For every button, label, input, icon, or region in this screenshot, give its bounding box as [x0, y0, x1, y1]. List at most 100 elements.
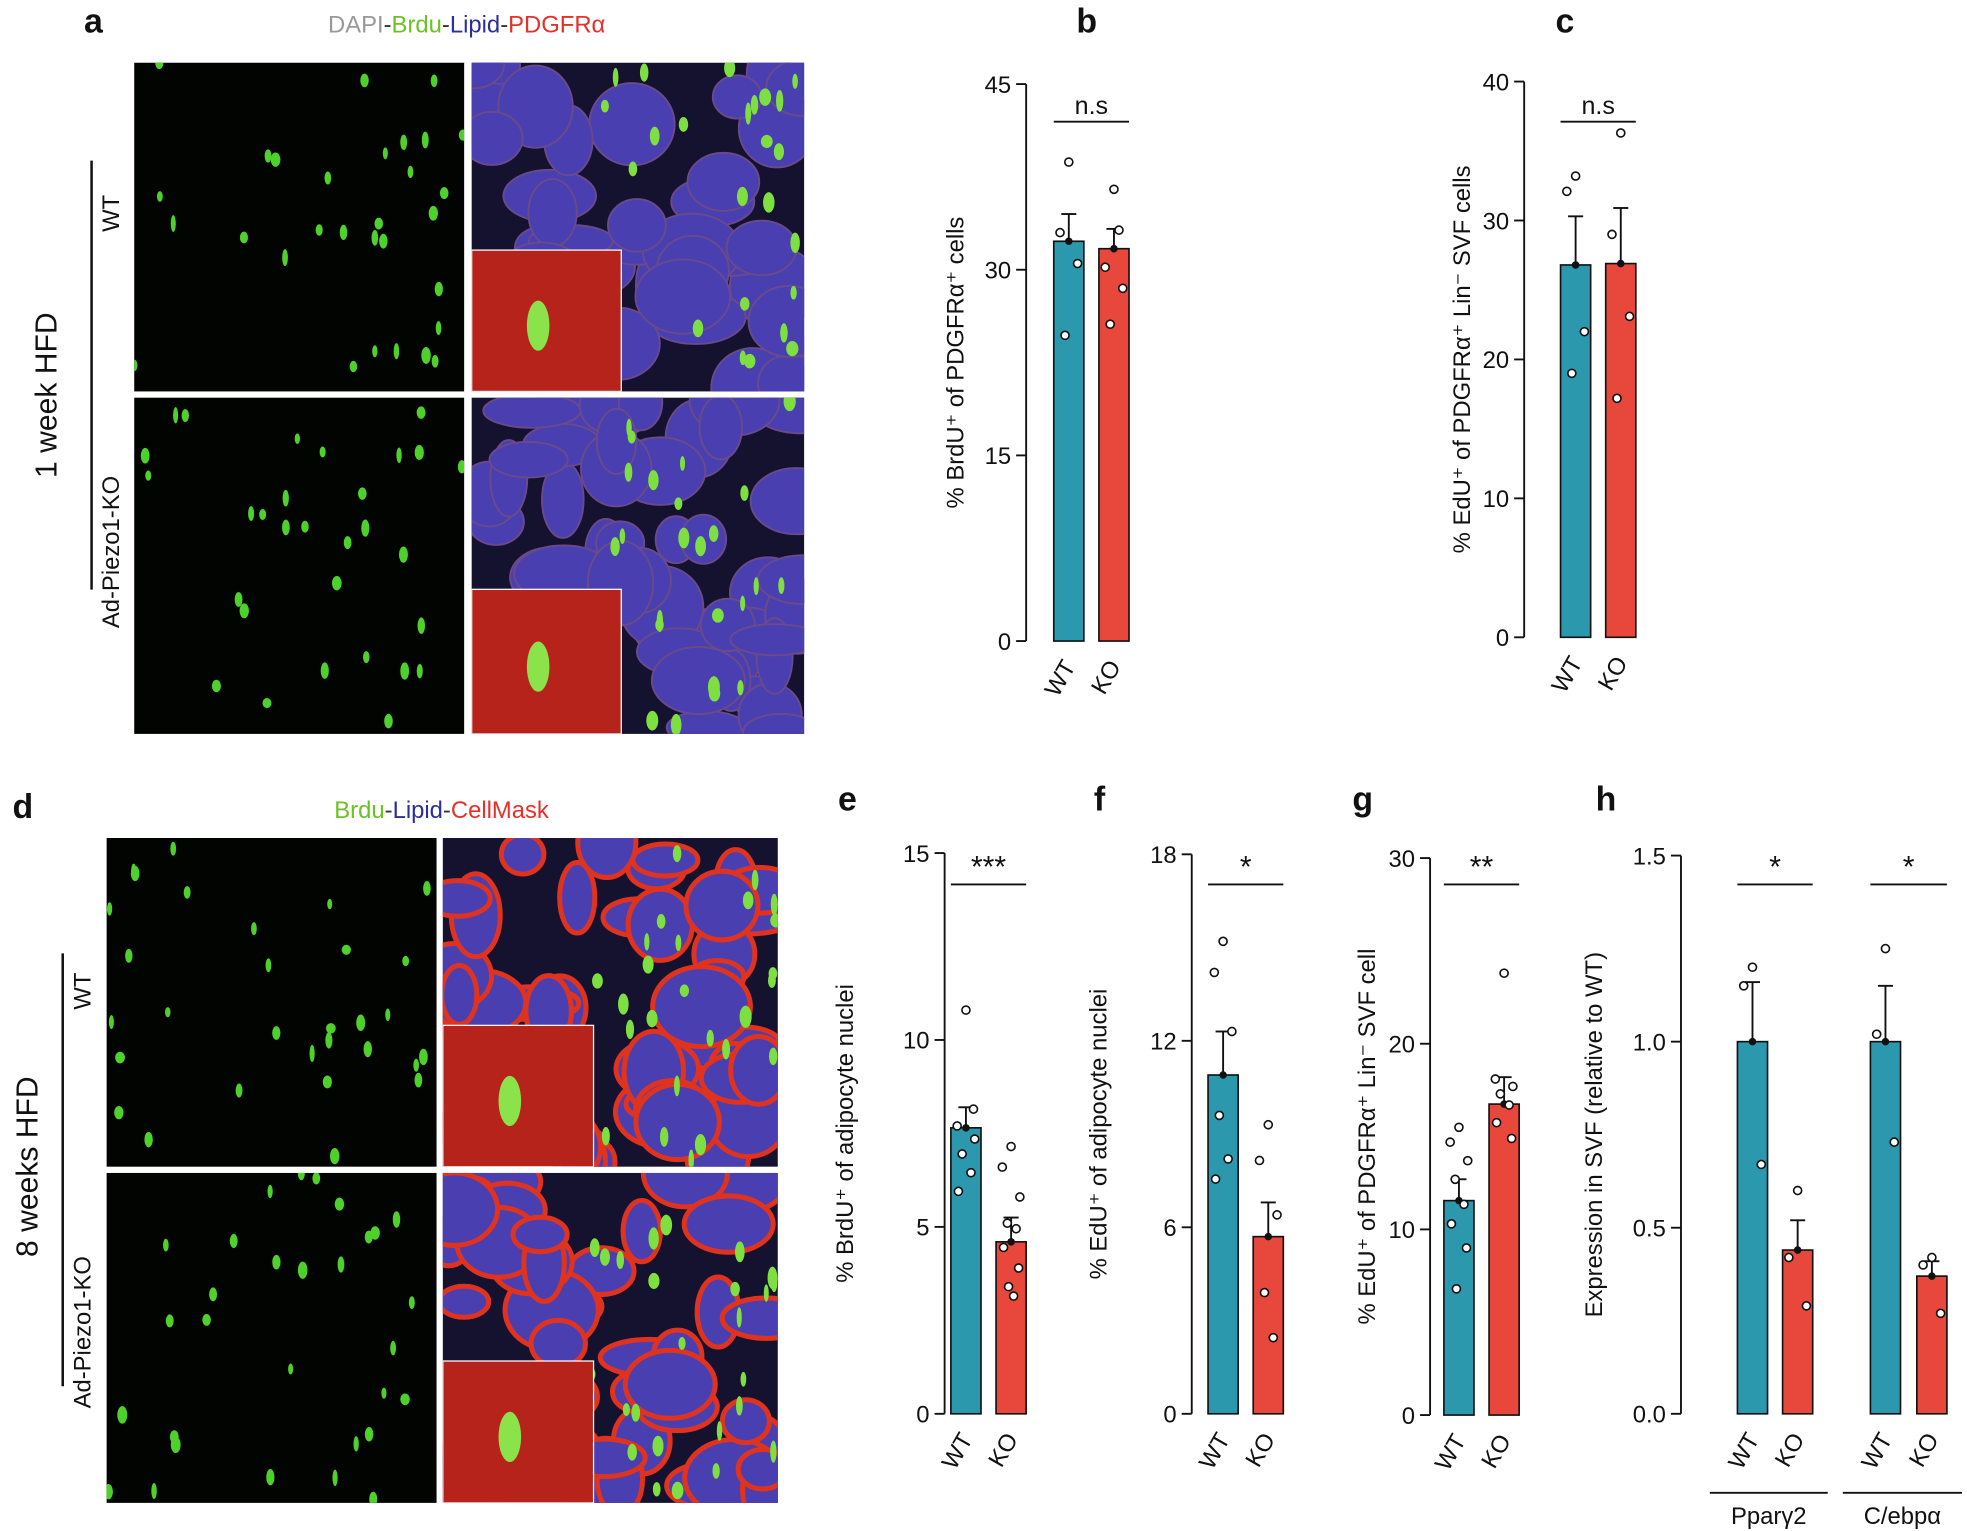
nucleus [675, 934, 682, 952]
nucleus [331, 576, 342, 591]
nucleus [151, 1482, 157, 1500]
stain-part: DAPI [328, 12, 384, 39]
adipocyte [498, 838, 547, 877]
x-tick-label: KO [1593, 652, 1634, 695]
nucleus [173, 407, 179, 424]
nucleus [353, 1436, 359, 1452]
data-point [1918, 1260, 1928, 1270]
y-tick-label: 30 [1389, 846, 1416, 873]
mean-dot [962, 1124, 970, 1132]
nucleus [294, 433, 301, 444]
data-point [1567, 368, 1577, 379]
data-point [1454, 1122, 1464, 1133]
nucleus [434, 281, 443, 297]
bar [1781, 1249, 1814, 1415]
data-point [1927, 1252, 1937, 1263]
adipocyte [510, 1214, 570, 1255]
nucleus [229, 1233, 238, 1249]
data-point [969, 1134, 980, 1144]
nucleus [458, 129, 465, 141]
nucleus [356, 1014, 366, 1032]
data-point [952, 1121, 962, 1131]
y-tick-label: 0 [916, 1402, 929, 1429]
nucleus [390, 1340, 397, 1356]
nucleus [736, 186, 748, 207]
stain-part: CellMask [451, 797, 549, 824]
panel-letter: f [1094, 780, 1106, 818]
x-tick-label: WT [1430, 1429, 1472, 1475]
nucleus [170, 215, 176, 233]
nucleus [363, 651, 370, 664]
nucleus [396, 447, 402, 463]
panel-letter: h [1596, 780, 1617, 818]
adipocyte [728, 1033, 778, 1107]
nucleus [678, 1336, 686, 1350]
nucleus [627, 430, 636, 444]
data-point [1506, 1133, 1517, 1144]
nucleus [282, 249, 288, 267]
image-content [471, 397, 805, 734]
data-point [1218, 936, 1228, 947]
adipocyte [471, 110, 524, 166]
nucleus [322, 1075, 332, 1089]
stain-part: PDGFRα [508, 12, 605, 39]
data-point [1792, 1185, 1803, 1196]
bar [1604, 262, 1637, 639]
y-tick-label: 10 [1389, 1217, 1416, 1244]
nucleus [272, 1026, 281, 1040]
adipocyte [741, 712, 805, 734]
mean-dot [1617, 259, 1625, 268]
nucleus [264, 149, 272, 163]
nucleus [413, 1058, 420, 1072]
stain-part: - [384, 12, 392, 39]
nucleus [722, 1039, 731, 1060]
nucleus [361, 519, 370, 537]
data-point [1002, 1218, 1013, 1228]
image-bg [106, 1172, 437, 1503]
nucleus [267, 1184, 273, 1199]
bar [1559, 264, 1592, 639]
nucleus [672, 845, 682, 863]
x-tick-label: WT [1856, 1428, 1898, 1474]
data-point [1003, 1281, 1014, 1292]
panel-letter: c [1556, 3, 1575, 41]
adipocyte [749, 467, 805, 536]
data-point [1263, 1119, 1274, 1130]
nucleus [716, 1421, 723, 1441]
panel-letter: a [84, 3, 104, 41]
panel-letter: e [838, 780, 857, 818]
adipocyte [735, 1446, 778, 1492]
nucleus [431, 355, 439, 368]
nucleus [775, 89, 784, 112]
y-tick-label: 0 [1402, 1403, 1415, 1430]
stain-part: - [500, 12, 508, 39]
image-content [106, 841, 431, 1165]
nucleus [692, 319, 704, 338]
nucleus [622, 1403, 630, 1417]
nucleus [599, 1248, 610, 1266]
data-point [1259, 1287, 1270, 1298]
data-point [1445, 1137, 1455, 1147]
nucleus [341, 944, 351, 955]
inset-cell [498, 1075, 522, 1127]
nucleus [646, 710, 659, 731]
nucleus [628, 161, 638, 177]
y-axis-label: % BrdU⁺ of adipocyte nuclei [832, 984, 859, 1283]
nucleus [679, 984, 690, 997]
nucleus [790, 232, 800, 253]
bar [950, 1127, 982, 1415]
nucleus [751, 869, 759, 891]
data-point [1209, 967, 1220, 978]
data-point [1871, 1029, 1882, 1040]
nucleus [736, 1307, 742, 1328]
data-point [1612, 393, 1622, 404]
nucleus [325, 1032, 333, 1049]
nucleus [145, 470, 152, 481]
data-point [1624, 311, 1635, 322]
micrograph [442, 838, 778, 1167]
image-content [442, 1172, 778, 1503]
nucleus [423, 881, 431, 896]
nucleus [140, 447, 150, 464]
nucleus [712, 1463, 720, 1479]
